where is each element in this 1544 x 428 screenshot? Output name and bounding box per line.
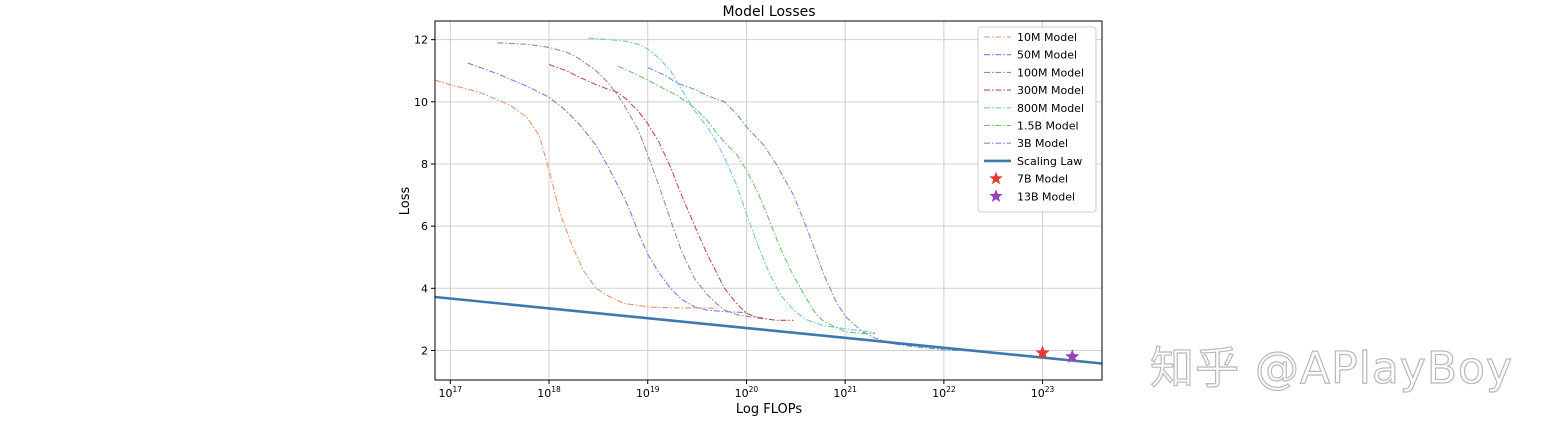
series-lines (434, 37, 1103, 365)
series-line-10m-model (434, 79, 717, 309)
series-line-800m-model (588, 37, 875, 333)
x-tick-label: 1023 (1031, 385, 1055, 400)
legend-label: 300M Model (1017, 84, 1084, 97)
x-tick-label: 1018 (537, 385, 561, 400)
y-tick-label: 10 (414, 96, 428, 109)
marker-13b-model (1065, 349, 1080, 363)
y-tick-label: 2 (421, 344, 428, 357)
legend-label: 800M Model (1017, 102, 1084, 115)
x-tick-label: 1021 (833, 385, 857, 400)
legend: 10M Model 50M Model 100M Model 300M Model 80… (977, 26, 1097, 213)
y-tick-label: 6 (421, 220, 428, 233)
legend-label: 1.5B Model (1017, 120, 1079, 133)
watermark-text: 知乎 @APlayBoy (1149, 342, 1513, 394)
y-axis-label: Loss (398, 187, 413, 216)
legend-label: 13B Model (1017, 190, 1075, 203)
series-line-100m-model (497, 42, 764, 319)
legend-label: 100M Model (1017, 66, 1084, 79)
series-line-50m-model (467, 62, 747, 314)
legend-label: 10M Model (1017, 31, 1077, 44)
legend-label: Scaling Law (1017, 155, 1082, 168)
series-line-1-5b-model (617, 65, 875, 334)
legend-star-icon (989, 189, 1003, 202)
y-tick-label: 12 (414, 34, 428, 47)
legend-star-icon (989, 171, 1003, 185)
x-tick-label: 1017 (439, 385, 463, 400)
legend-label: 3B Model (1017, 137, 1068, 150)
legend-box (977, 26, 1097, 213)
y-axis-ticks: 2 4 6 8 10 12 (414, 34, 435, 357)
plot-frame (434, 20, 1103, 381)
x-tick-label: 1019 (636, 385, 660, 400)
x-axis-label: Log FLOPs (736, 402, 802, 417)
y-tick-label: 4 (421, 282, 428, 295)
x-axis-ticks: 1017 1018 1019 1020 1021 1022 1023 (439, 380, 1055, 400)
chart-title: Model Losses (722, 4, 815, 20)
series-line-300m-model (548, 63, 794, 321)
series-line-3b-model (647, 67, 974, 352)
series-line-scaling-law (434, 295, 1103, 365)
marker-7b-model (1035, 345, 1050, 359)
y-tick-label: 8 (421, 158, 428, 171)
legend-label: 7B Model (1017, 173, 1068, 186)
legend-label: 50M Model (1017, 49, 1077, 62)
x-tick-label: 1020 (735, 385, 759, 400)
x-tick-label: 1022 (932, 385, 956, 400)
model-markers (1035, 345, 1080, 363)
